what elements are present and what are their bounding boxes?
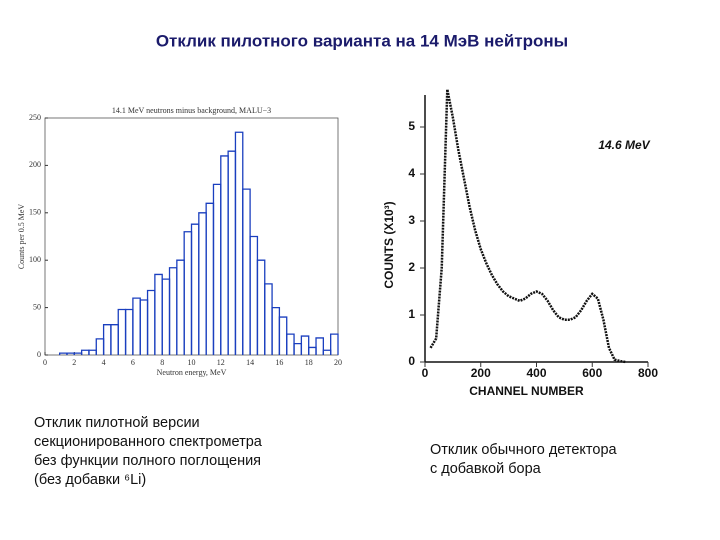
histogram-bin [132,297,141,355]
x-tick-label: 400 [526,366,546,380]
histogram-bin [271,306,281,355]
chart-title: 14.1 MeV neutrons minus background, MALU… [112,106,271,115]
histogram-bin [293,342,303,355]
y-tick-label: 50 [33,302,41,311]
y-tick-label: 2 [408,260,415,274]
x-tick-label: 600 [582,366,602,380]
y-tick-label: 200 [29,160,41,169]
histogram-bin [264,283,273,355]
histogram-bin [242,188,251,355]
x-tick-label: 14 [246,358,254,367]
y-tick-label: 3 [408,213,415,227]
histogram-bin [300,335,310,355]
caption-line: секционированного спектрометра [34,434,263,450]
histogram-bin [249,235,259,355]
histogram-bin [80,349,90,355]
x-tick-label: 6 [131,358,135,367]
caption-line: (без добавки ⁶Li) [34,472,146,488]
x-tick-label: 20 [334,358,342,367]
histogram-bin [102,324,112,355]
slide-title: Отклик пилотного варианта на 14 МэВ нейт… [156,31,568,50]
x-tick-label: 0 [422,366,429,380]
histogram-bin [286,333,295,355]
y-tick-label: 150 [29,208,41,217]
y-axis-label: Counts per 0.5 MeV [17,204,26,270]
x-tick-label: 18 [305,358,313,367]
histogram-bin [110,324,119,355]
y-tick-label: 100 [29,255,41,264]
histogram-bin [256,259,266,355]
histogram-bin [205,202,215,355]
histogram-bin [124,308,134,355]
histogram-bin [88,349,97,355]
histogram-bin [234,131,244,355]
histogram-bin [227,150,237,355]
x-tick-label: 4 [102,358,106,367]
y-tick-label: 1 [408,307,415,321]
data-line [429,89,626,364]
y-tick-label: 0 [37,350,41,359]
x-axis-label: CHANNEL NUMBER [469,384,584,398]
histogram-bin [220,155,229,355]
histogram-bin [198,212,207,355]
x-tick-label: 0 [43,358,47,367]
y-axis-label: COUNTS (X10³) [382,201,396,288]
y-tick-label: 4 [408,166,415,180]
caption-line: Отклик обычного детектора [430,442,618,458]
histogram-bin [322,349,332,355]
histogram-bin [95,338,105,355]
y-tick-label: 250 [29,113,41,122]
histogram-bin [168,267,178,355]
x-axis-label: Neutron energy, MeV [157,368,227,377]
y-tick-label: 0 [408,354,415,368]
histogram-bin [154,273,163,355]
x-tick-label: 200 [471,366,491,380]
caption-line: Отклик пилотной версии [34,415,200,431]
histogram-bin [212,183,222,355]
histogram-bin [146,289,156,355]
histogram-bin [330,333,339,355]
chart-title: 14.6 MeV [598,138,650,152]
histogram-bin [183,231,193,355]
x-tick-label: 2 [72,358,76,367]
histogram-bin [176,259,185,355]
x-tick-label: 10 [188,358,196,367]
histogram-bin [161,278,171,355]
caption-line: с добавкой бора [430,461,542,477]
histogram-bin [315,337,324,355]
x-tick-label: 8 [160,358,164,367]
x-tick-label: 12 [217,358,225,367]
caption-line: без функции полного поглощения [34,453,261,469]
histogram-bin [139,299,149,355]
histogram-bin [190,223,200,355]
histogram-bin [117,308,127,355]
histogram-bin [278,316,288,355]
histogram-bin [308,346,317,355]
x-tick-label: 16 [275,358,283,367]
y-tick-label: 5 [408,119,415,133]
x-tick-label: 800 [638,366,658,380]
